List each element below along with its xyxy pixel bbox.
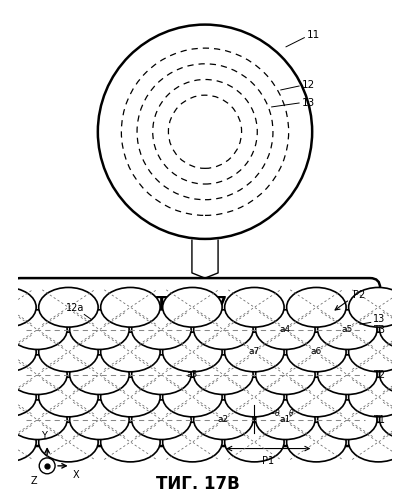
Text: a1: a1 [279,415,290,424]
Text: $-\theta$: $-\theta$ [267,407,280,418]
Text: 13: 13 [372,314,384,324]
Ellipse shape [0,377,36,417]
Text: Y: Y [40,431,46,441]
Ellipse shape [379,310,409,349]
Ellipse shape [224,377,283,417]
Text: a2: a2 [217,415,228,424]
Ellipse shape [286,287,345,327]
Text: P2: P2 [352,290,364,300]
Text: ΤИГ. 17В: ΤИГ. 17В [155,475,239,493]
Ellipse shape [317,400,376,440]
Ellipse shape [224,332,283,372]
Text: ΤИГ. 17A: ΤИГ. 17A [155,295,239,313]
Ellipse shape [348,332,407,372]
Ellipse shape [101,377,160,417]
Ellipse shape [0,332,36,372]
Ellipse shape [70,400,129,440]
Circle shape [39,458,55,474]
Ellipse shape [162,377,222,417]
Ellipse shape [101,332,160,372]
Ellipse shape [70,355,129,395]
Ellipse shape [70,310,129,349]
Ellipse shape [317,355,376,395]
Text: 12: 12 [301,80,314,90]
Ellipse shape [0,287,36,327]
Ellipse shape [193,355,252,395]
Text: a7: a7 [248,347,259,356]
Ellipse shape [8,310,67,349]
Ellipse shape [286,422,345,462]
Ellipse shape [286,377,345,417]
Ellipse shape [224,422,283,462]
Text: 12a: 12a [66,303,84,313]
Text: T2: T2 [372,370,384,380]
Ellipse shape [255,355,315,395]
Text: $\theta$: $\theta$ [288,407,294,418]
Ellipse shape [38,287,98,327]
Ellipse shape [131,310,191,349]
Ellipse shape [0,422,36,462]
Ellipse shape [8,400,67,440]
Text: a4: a4 [279,325,290,334]
Text: Z: Z [31,476,37,486]
Ellipse shape [101,287,160,327]
Ellipse shape [162,422,222,462]
Ellipse shape [131,355,191,395]
Text: T1: T1 [372,415,384,425]
Ellipse shape [193,400,252,440]
Text: P1: P1 [262,456,274,466]
Ellipse shape [101,422,160,462]
Text: a6: a6 [310,347,321,356]
Ellipse shape [193,310,252,349]
Text: a3: a3 [187,370,198,379]
Text: 11: 11 [306,30,319,40]
Ellipse shape [348,377,407,417]
Ellipse shape [286,332,345,372]
Text: X: X [73,470,79,480]
Ellipse shape [224,287,283,327]
Text: a5: a5 [341,325,352,334]
Ellipse shape [162,332,222,372]
Ellipse shape [348,422,407,462]
Ellipse shape [379,355,409,395]
Ellipse shape [38,377,98,417]
Text: T3: T3 [372,325,384,335]
Text: 13: 13 [301,98,314,108]
Ellipse shape [348,287,407,327]
Ellipse shape [38,332,98,372]
Ellipse shape [255,400,315,440]
Ellipse shape [379,400,409,440]
Ellipse shape [38,422,98,462]
Ellipse shape [131,400,191,440]
Ellipse shape [255,310,315,349]
Ellipse shape [8,355,67,395]
Ellipse shape [162,287,222,327]
Ellipse shape [317,310,376,349]
